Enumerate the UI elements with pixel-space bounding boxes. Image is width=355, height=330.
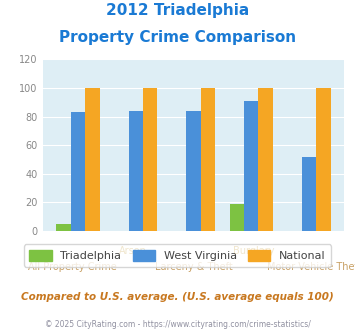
Text: © 2025 CityRating.com - https://www.cityrating.com/crime-statistics/: © 2025 CityRating.com - https://www.city… bbox=[45, 320, 310, 329]
Text: All Property Crime: All Property Crime bbox=[28, 262, 117, 272]
Text: Motor Vehicle Theft: Motor Vehicle Theft bbox=[267, 262, 355, 272]
Bar bbox=[258, 88, 273, 231]
Bar bbox=[56, 224, 71, 231]
Text: Arson: Arson bbox=[119, 246, 147, 256]
Bar bbox=[302, 157, 316, 231]
Legend: Triadelphia, West Virginia, National: Triadelphia, West Virginia, National bbox=[24, 245, 331, 267]
Bar bbox=[129, 111, 143, 231]
Text: Burglary: Burglary bbox=[233, 246, 274, 256]
Bar bbox=[71, 112, 85, 231]
Text: 2012 Triadelphia: 2012 Triadelphia bbox=[106, 3, 249, 18]
Bar bbox=[85, 88, 100, 231]
Bar bbox=[143, 88, 157, 231]
Text: Larceny & Theft: Larceny & Theft bbox=[154, 262, 233, 272]
Bar bbox=[186, 111, 201, 231]
Bar bbox=[316, 88, 331, 231]
Bar bbox=[230, 204, 244, 231]
Bar bbox=[201, 88, 215, 231]
Text: Property Crime Comparison: Property Crime Comparison bbox=[59, 30, 296, 45]
Text: Compared to U.S. average. (U.S. average equals 100): Compared to U.S. average. (U.S. average … bbox=[21, 292, 334, 302]
Bar bbox=[244, 101, 258, 231]
